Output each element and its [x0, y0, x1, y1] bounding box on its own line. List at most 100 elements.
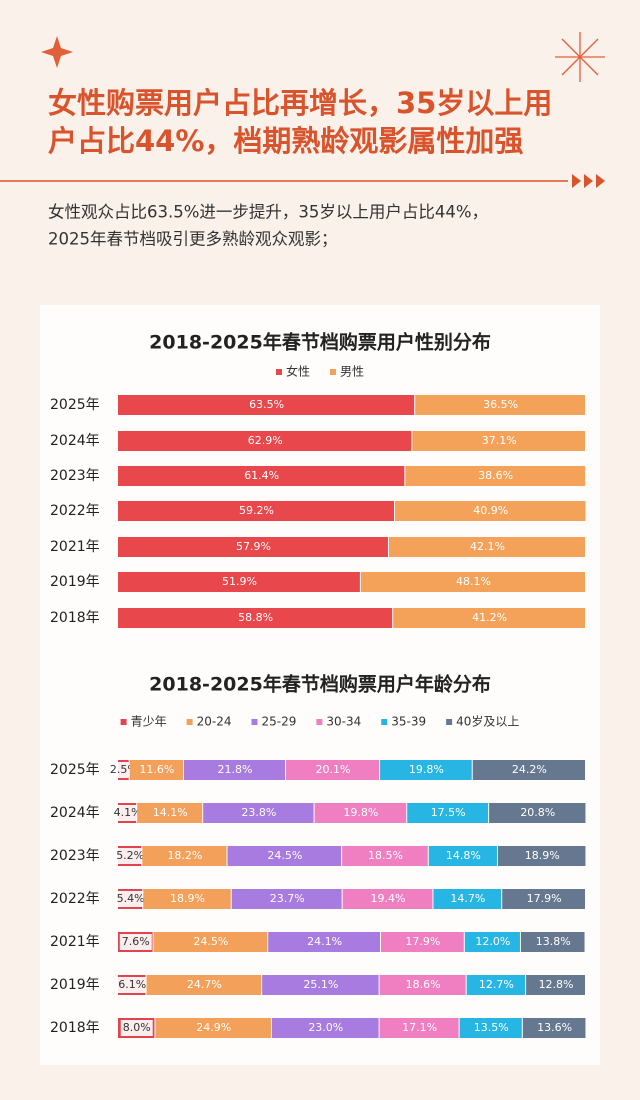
title-line: 女性购票用户占比再增长，35岁以上用: [48, 86, 552, 120]
data-label: 24.7%: [187, 978, 222, 991]
legend-swatch: [275, 369, 282, 375]
bar-segment: [380, 760, 472, 780]
data-label: 36.5%: [483, 398, 518, 411]
data-label: 48.1%: [456, 575, 491, 588]
data-label: 8.0%: [123, 1021, 151, 1034]
data-label: 11.6%: [139, 763, 174, 776]
bar-segment: [415, 395, 585, 415]
bar-segment: [142, 846, 227, 866]
bar-segment: [118, 431, 412, 451]
y-tick-label: 2023年: [50, 848, 100, 864]
data-label: 14.7%: [450, 892, 485, 905]
data-label: 12.7%: [479, 978, 514, 991]
bar-segment: [459, 1018, 522, 1038]
bar-segment: [428, 846, 498, 866]
data-label: 38.6%: [478, 469, 513, 482]
data-label: 63.5%: [249, 398, 284, 411]
data-label: 40.9%: [473, 504, 508, 517]
data-label-bg: [111, 805, 144, 821]
arrows-icon: [572, 174, 605, 188]
legend-swatch: [186, 719, 193, 725]
legend-swatch: [120, 719, 127, 725]
bar-segment: [489, 803, 586, 823]
data-label: 58.8%: [238, 611, 273, 624]
star-icon: [41, 36, 73, 68]
data-label: 6.1%: [118, 978, 146, 991]
data-label: 13.6%: [537, 1021, 572, 1034]
subtitle-line: 2025年春节档吸引更多熟龄观众观影；: [48, 230, 338, 249]
bar-segment: [314, 803, 407, 823]
bar-segment: [379, 975, 466, 995]
data-label: 18.6%: [406, 978, 441, 991]
chart-title: 2018-2025年春节档购票用户性别分布: [149, 331, 491, 354]
data-label: 13.5%: [474, 1021, 509, 1034]
bar-segment: [405, 466, 585, 486]
bar-segment: [153, 932, 268, 952]
bar-segment: [227, 846, 342, 866]
bar-segment: [118, 501, 395, 521]
data-label: 41.2%: [472, 611, 507, 624]
legend-label: 男性: [340, 365, 364, 379]
data-label: 13.8%: [536, 935, 571, 948]
data-label: 17.9%: [527, 892, 562, 905]
data-label: 23.8%: [241, 806, 276, 819]
bar-segment: [231, 889, 342, 909]
data-label: 62.9%: [248, 434, 283, 447]
firework-icon: [555, 32, 605, 82]
bar-segment: [472, 760, 585, 780]
bar-segment: [268, 932, 381, 952]
legend-swatch: [381, 719, 388, 725]
legend: 青少年 20-24 25-29 30-34 35-39 40岁及以上: [120, 714, 519, 729]
data-label: 17.1%: [402, 1021, 437, 1034]
data-label-bg: [120, 1020, 153, 1036]
data-label: 61.4%: [244, 469, 279, 482]
data-label: 37.1%: [482, 434, 517, 447]
data-label: 25.1%: [303, 978, 338, 991]
y-tick-label: 2025年: [50, 762, 100, 778]
data-label: 23.7%: [270, 892, 305, 905]
data-label: 5.4%: [117, 892, 145, 905]
data-label: 20.1%: [316, 763, 351, 776]
bar-segment: [464, 932, 520, 952]
data-label-bg: [114, 891, 147, 907]
bar-segment: [262, 975, 379, 995]
y-tick-label: 2021年: [50, 934, 100, 950]
y-tick-label: 2019年: [50, 574, 100, 590]
data-label: 51.9%: [222, 575, 257, 588]
data-label: 23.0%: [308, 1021, 343, 1034]
bar-segment: [360, 572, 585, 592]
data-label: 5.2%: [116, 849, 144, 862]
bar-segment: [118, 537, 388, 557]
bar-segment: [183, 760, 286, 780]
bar-segment: [155, 1018, 271, 1038]
bar-segment: [498, 846, 586, 866]
data-label: 24.5%: [267, 849, 302, 862]
bar-segment: [143, 889, 231, 909]
y-tick-label: 2024年: [50, 805, 100, 821]
bar-segment: [137, 803, 203, 823]
bar-segment: [502, 889, 585, 909]
data-label: 21.8%: [218, 763, 253, 776]
bar-segment: [393, 608, 585, 628]
bar-segment: [433, 889, 502, 909]
subtitle-line: 女性观众占比63.5%进一步提升，35岁以上用户占比44%，: [48, 203, 488, 222]
data-label: 19.8%: [343, 806, 378, 819]
bar-segment: [520, 932, 585, 952]
data-label: 12.8%: [539, 978, 574, 991]
bar-segment: [271, 1018, 379, 1038]
legend-label: 30-34: [326, 715, 361, 729]
data-label-bg: [114, 848, 147, 864]
y-tick-label: 2021年: [50, 539, 100, 555]
legend-label: 女性: [286, 364, 310, 379]
data-label: 42.1%: [470, 540, 505, 553]
bar-segment: [286, 760, 380, 780]
bar-segment: [526, 975, 585, 995]
bar-segment: [118, 608, 393, 628]
y-tick-label: 2022年: [50, 891, 100, 907]
bar-segment: [118, 572, 360, 592]
data-label: 14.8%: [446, 849, 481, 862]
data-label: 7.6%: [122, 935, 150, 948]
y-tick-label: 2019年: [50, 977, 100, 993]
chart-title: 2018-2025年春节档购票用户年龄分布: [149, 673, 491, 696]
